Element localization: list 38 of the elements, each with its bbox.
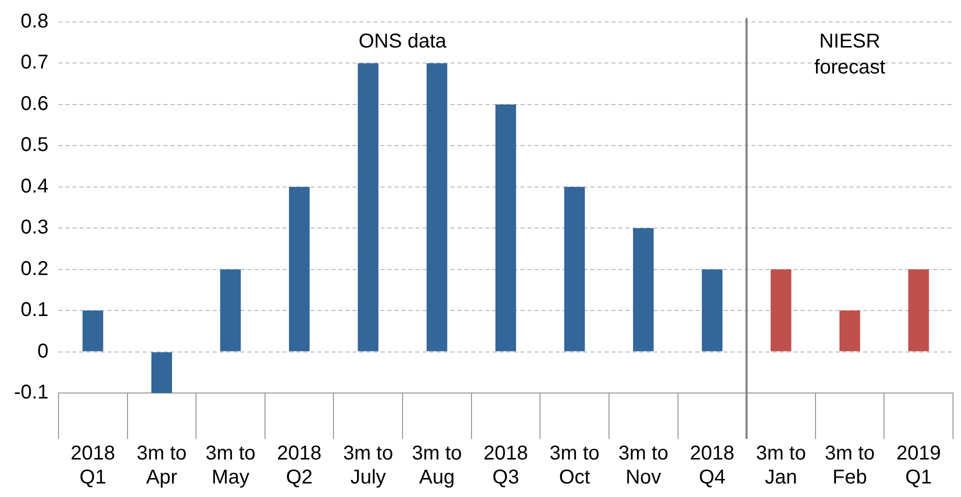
y-tick-label: 0 — [37, 340, 48, 362]
y-tick-label: 0.6 — [20, 92, 48, 115]
x-tick-label: 2018 Q1 — [70, 442, 116, 489]
bar — [633, 228, 654, 352]
x-tick-label: 3m to Oct — [550, 442, 600, 489]
y-tick-label: -0.1 — [14, 382, 48, 404]
y-tick-label: 0.4 — [20, 175, 48, 198]
bar — [908, 269, 929, 352]
x-tick-label: 2018 Q3 — [483, 442, 528, 489]
x-tick-label: 3m to May — [205, 442, 256, 489]
bar — [495, 104, 516, 352]
y-tick-label: 0.8 — [20, 10, 48, 33]
bar — [702, 269, 722, 352]
annotation: ONS data — [358, 30, 448, 53]
bar — [839, 310, 860, 352]
x-tick-label: 3m to Feb — [824, 442, 875, 489]
y-tick-label: 0.3 — [20, 216, 48, 239]
bar — [770, 269, 792, 352]
x-tick-label: 3m to July — [343, 442, 394, 489]
bar — [564, 186, 585, 352]
bar — [288, 186, 310, 352]
x-tick-label: 2018 Q4 — [690, 442, 734, 489]
y-tick-label: 0.2 — [20, 258, 48, 280]
annotation: NIESR forecast — [814, 30, 886, 79]
x-tick-label: 3m to Apr — [136, 442, 187, 489]
bar — [151, 352, 172, 393]
x-tick-label: 3m to Aug — [412, 442, 462, 489]
x-tick-label: 2019 Q1 — [896, 442, 941, 489]
bar — [220, 269, 241, 352]
x-tick-label: 2018 Q2 — [277, 442, 322, 489]
bar — [426, 63, 448, 352]
bar — [82, 310, 104, 352]
bar — [358, 63, 378, 352]
y-tick-label: 0.5 — [20, 134, 48, 156]
x-tick-label: 3m to Jan — [756, 442, 806, 489]
y-tick-label: 0.1 — [20, 299, 48, 322]
x-tick-label: 3m to Nov — [618, 442, 668, 489]
y-tick-label: 0.7 — [20, 52, 48, 74]
